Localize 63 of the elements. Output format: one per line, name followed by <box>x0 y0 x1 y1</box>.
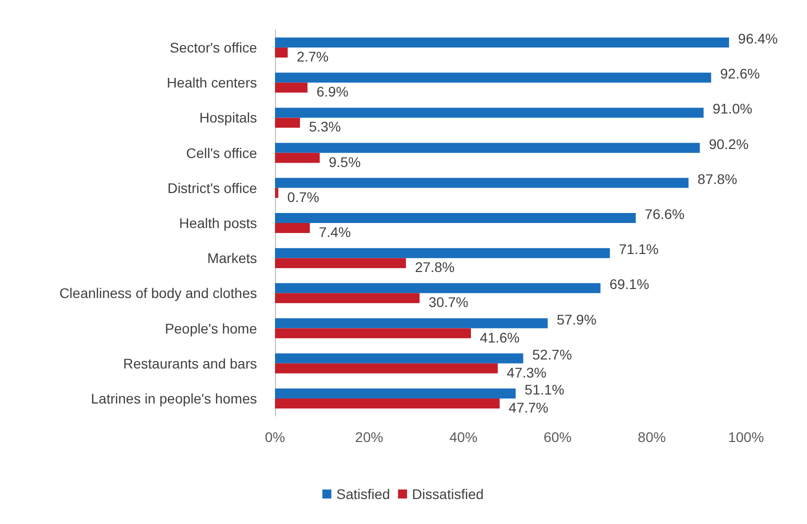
y-tick-label: Hospitals <box>199 110 257 126</box>
bar <box>275 213 636 223</box>
bar <box>275 353 524 364</box>
y-tick-label: District's office <box>167 180 258 196</box>
data-label: 2.7% <box>296 48 329 65</box>
legend-label: Dissatisfied <box>412 486 484 502</box>
y-tick-label: Cell's office <box>186 144 258 161</box>
data-label: 6.9% <box>316 84 348 100</box>
data-label: 71.1% <box>618 241 659 258</box>
bar <box>275 398 500 408</box>
bar <box>275 142 700 153</box>
data-label: 47.7% <box>508 399 548 416</box>
data-label: 96.4% <box>738 30 778 47</box>
x-tick-label: 80% <box>638 429 666 445</box>
data-label: 0.7% <box>287 188 320 205</box>
x-tick-label: 20% <box>355 429 384 445</box>
data-label: 30.7% <box>428 294 468 310</box>
data-label: 51.1% <box>524 381 564 398</box>
bar <box>275 38 730 48</box>
data-label: 5.3% <box>308 118 341 135</box>
data-label: 69.1% <box>609 276 650 292</box>
data-label: 7.4% <box>318 224 351 240</box>
bar <box>275 118 300 128</box>
bar <box>275 318 548 328</box>
bar <box>275 108 704 118</box>
bar <box>275 258 406 268</box>
bar <box>275 283 600 294</box>
x-tick-label: 40% <box>449 429 478 445</box>
data-label: 27.8% <box>414 259 455 276</box>
data-label: 9.5% <box>328 154 361 170</box>
x-tick-label: 100% <box>728 429 764 445</box>
y-tick-label: Restaurants and bars <box>123 355 257 372</box>
data-label: 52.7% <box>532 346 572 362</box>
bar <box>275 72 712 83</box>
y-tick-label: Markets <box>207 250 257 266</box>
bar <box>275 223 310 233</box>
data-label: 76.6% <box>644 206 684 222</box>
data-label: 92.6% <box>720 66 760 82</box>
bar <box>275 82 308 93</box>
data-label: 47.3% <box>506 364 546 380</box>
bar <box>275 178 689 188</box>
bar <box>275 363 498 374</box>
y-tick-label: Health centers <box>166 74 257 91</box>
x-tick-label: 0% <box>264 429 286 445</box>
data-label: 90.2% <box>708 136 749 152</box>
data-label: 57.9% <box>556 311 596 328</box>
bar <box>275 293 420 304</box>
bar <box>275 248 610 258</box>
data-label: 41.6% <box>480 329 520 346</box>
bar <box>275 328 471 338</box>
y-tick-label: Sector's office <box>170 40 258 56</box>
data-label: 87.8% <box>698 170 738 187</box>
x-tick-label: 60% <box>544 429 572 445</box>
y-tick-label: People's home <box>164 320 258 336</box>
y-tick-label: Cleanliness of body and clothes <box>59 285 257 302</box>
bar <box>275 388 516 398</box>
legend-label: Satisfied <box>336 486 390 502</box>
y-tick-label: Health posts <box>179 215 257 231</box>
bar <box>275 188 278 198</box>
bar <box>275 152 320 163</box>
y-tick-label: Latrines in people's homes <box>90 390 257 406</box>
bar <box>275 48 288 58</box>
data-label: 91.0% <box>712 100 752 117</box>
